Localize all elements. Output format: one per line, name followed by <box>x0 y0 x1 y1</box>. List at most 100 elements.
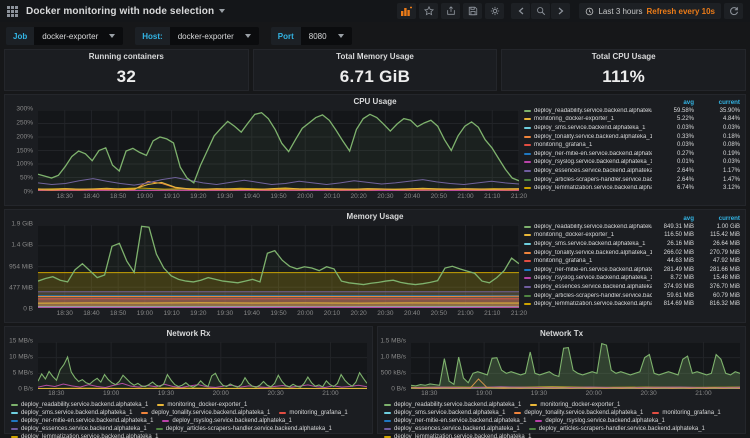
dashboard-title[interactable]: Docker monitoring with node selection <box>26 5 215 17</box>
refresh-button[interactable] <box>724 3 743 19</box>
legend-row[interactable]: deploy_essences.service.backend.alphatek… <box>524 167 740 176</box>
series-current-value: 816.32 MiB <box>709 301 740 308</box>
series-name[interactable]: deploy_ner-mitie-en.service.backend.alph… <box>534 266 652 273</box>
series-name[interactable]: deploy_ner-mitie-en.service.backend.alph… <box>534 150 652 157</box>
memory-plot[interactable] <box>38 225 519 308</box>
legend-header-current[interactable]: current <box>718 98 740 106</box>
legend-item[interactable]: deploy_rsyslog.service.backend.alphateka… <box>162 417 292 424</box>
filter-port-dropdown[interactable]: 8080 <box>300 27 352 45</box>
x-tick-label: 21:20 <box>510 193 528 200</box>
legend-item[interactable]: deploy_articles-scrapers-handler.service… <box>528 425 705 432</box>
panel-title[interactable]: Network Rx <box>166 329 211 338</box>
series-color-dash <box>162 419 170 422</box>
series-color-dash <box>524 268 531 271</box>
panel-title[interactable]: Running containers <box>88 52 164 61</box>
legend-row[interactable]: deploy_readability.service.backend.alpha… <box>524 107 740 116</box>
legend-row[interactable]: monitoring_docker-exporter_1 116.50 MiB 11… <box>524 231 740 240</box>
time-back-button[interactable] <box>511 3 531 19</box>
filter-job-dropdown[interactable]: docker-exporter <box>34 27 124 45</box>
series-name[interactable]: deploy_sms.service.backend.alphateka_1 <box>534 125 646 132</box>
legend-row[interactable]: deploy_essences.service.backend.alphatek… <box>524 283 740 292</box>
cpu-plot[interactable] <box>38 110 519 191</box>
legend-row[interactable]: deploy_articles-scrapers-handler.service… <box>524 291 740 300</box>
legend-row[interactable]: deploy_sms.service.backend.alphateka_1 0.… <box>524 124 740 133</box>
panel-title[interactable]: Total CPU Usage <box>591 52 656 61</box>
x-tick-label: 18:30 <box>56 193 73 200</box>
legend-row[interactable]: deploy_articles-scrapers-handler.service… <box>524 175 740 184</box>
settings-button[interactable] <box>485 3 505 19</box>
legend-item[interactable]: deploy_sms.service.backend.alphateka_1 <box>384 409 505 416</box>
legend-row[interactable]: deploy_lemmatization.service.backend.alp… <box>524 184 740 193</box>
panel-title[interactable]: Total Memory Usage <box>336 52 414 61</box>
legend-item[interactable]: deploy_essences.service.backend.alphatek… <box>384 425 520 432</box>
legend-item[interactable]: deploy_rsyslog.service.backend.alphateka… <box>535 417 665 424</box>
network-rx-plot[interactable] <box>38 342 367 389</box>
star-button[interactable] <box>419 3 439 19</box>
chevron-down-icon[interactable] <box>219 9 226 13</box>
legend-item[interactable]: monitoring_grafana_1 <box>652 409 721 416</box>
legend-item[interactable]: deploy_essences.service.backend.alphatek… <box>11 425 147 432</box>
series-name[interactable]: deploy_articles-scrapers-handler.service… <box>534 176 652 183</box>
legend-item[interactable]: deploy_ner-mitie-en.service.backend.alph… <box>11 417 153 424</box>
series-name[interactable]: deploy_lemmatization.service.backend.alp… <box>534 185 652 192</box>
legend-item[interactable]: deploy_lemmatization.service.backend.alp… <box>11 433 158 438</box>
legend-item[interactable]: deploy_sms.service.backend.alphateka_1 <box>11 409 132 416</box>
series-name[interactable]: deploy_tonality.service.backend.alphatek… <box>534 133 652 140</box>
filter-host-dropdown[interactable]: docker-exporter <box>169 27 259 45</box>
legend-row[interactable]: deploy_tonality.service.backend.alphatek… <box>524 132 740 141</box>
legend-row[interactable]: monitoring_grafana_1 0.03% 0.08% <box>524 141 740 150</box>
x-tick-label: 18:30 <box>56 310 73 317</box>
legend-item[interactable]: deploy_lemmatization.service.backend.alp… <box>384 433 531 438</box>
series-name[interactable]: deploy_readability.service.backend.alpha… <box>534 223 652 230</box>
legend-item[interactable]: monitoring_docker-exporter_1 <box>530 401 620 408</box>
series-name[interactable]: deploy_essences.service.backend.alphatek… <box>534 168 652 175</box>
dashboard-grid-icon[interactable] <box>7 5 18 17</box>
save-button[interactable] <box>463 3 483 19</box>
x-tick-label: 19:30 <box>216 193 234 200</box>
zoom-out-button[interactable] <box>531 3 551 19</box>
panel-title[interactable]: Memory Usage <box>346 212 404 221</box>
series-name[interactable]: deploy_readability.service.backend.alpha… <box>534 107 652 114</box>
time-forward-button[interactable] <box>551 3 571 19</box>
legend-item[interactable]: deploy_tonality.service.backend.alphatek… <box>141 409 270 416</box>
legend-row[interactable]: deploy_lemmatization.service.backend.alp… <box>524 300 740 309</box>
series-name[interactable]: deploy_lemmatization.service.backend.alp… <box>534 301 652 308</box>
series-color-dash <box>524 225 531 228</box>
legend-row[interactable]: deploy_readability.service.backend.alpha… <box>524 223 740 232</box>
legend-item[interactable]: deploy_ner-mitie-en.service.backend.alph… <box>384 417 526 424</box>
series-name[interactable]: deploy_rsyslog.service.backend.alphateka… <box>534 275 652 282</box>
network-tx-plot[interactable] <box>411 342 740 389</box>
series-name[interactable]: deploy_sms.service.backend.alphateka_1 <box>534 241 646 248</box>
series-name[interactable]: monitoring_docker-exporter_1 <box>534 116 615 123</box>
legend-row[interactable]: monitoring_grafana_1 44.63 MiB 47.92 MiB <box>524 257 740 266</box>
series-color-dash <box>524 243 531 246</box>
series-name[interactable]: deploy_rsyslog.service.backend.alphateka… <box>534 159 652 166</box>
legend-item[interactable]: deploy_tonality.service.backend.alphatek… <box>514 409 643 416</box>
legend-row[interactable]: monitoring_docker-exporter_1 5.22% 4.84% <box>524 115 740 124</box>
legend-row[interactable]: deploy_rsyslog.service.backend.alphateka… <box>524 158 740 167</box>
series-name[interactable]: monitoring_grafana_1 <box>534 258 593 265</box>
series-name[interactable]: deploy_tonality.service.backend.alphatek… <box>534 249 652 256</box>
legend-header-avg[interactable]: avg <box>683 214 694 222</box>
legend-header-avg[interactable]: avg <box>683 98 694 106</box>
panel-title[interactable]: Network Tx <box>539 329 584 338</box>
legend-row[interactable]: deploy_ner-mitie-en.service.backend.alph… <box>524 266 740 275</box>
add-panel-button[interactable] <box>397 3 417 19</box>
series-name[interactable]: deploy_essences.service.backend.alphatek… <box>534 284 652 291</box>
legend-row[interactable]: deploy_ner-mitie-en.service.backend.alph… <box>524 150 740 159</box>
legend-item[interactable]: monitoring_grafana_1 <box>279 409 348 416</box>
legend-row[interactable]: deploy_sms.service.backend.alphateka_1 26… <box>524 240 740 249</box>
legend-item[interactable]: deploy_readability.service.backend.alpha… <box>384 401 521 408</box>
legend-item[interactable]: deploy_articles-scrapers-handler.service… <box>155 425 332 432</box>
series-name[interactable]: monitoring_docker-exporter_1 <box>534 232 615 239</box>
time-range-picker[interactable]: Last 3 hours Refresh every 10s <box>579 3 721 19</box>
legend-row[interactable]: deploy_tonality.service.backend.alphatek… <box>524 248 740 257</box>
legend-item[interactable]: deploy_readability.service.backend.alpha… <box>11 401 148 408</box>
panel-title[interactable]: CPU Usage <box>353 97 397 106</box>
legend-header-current[interactable]: current <box>718 214 740 222</box>
legend-item[interactable]: monitoring_docker-exporter_1 <box>157 401 247 408</box>
legend-row[interactable]: deploy_rsyslog.service.backend.alphateka… <box>524 274 740 283</box>
series-name[interactable]: monitoring_grafana_1 <box>534 142 593 149</box>
share-button[interactable] <box>441 3 461 19</box>
series-name[interactable]: deploy_articles-scrapers-handler.service… <box>534 292 652 299</box>
